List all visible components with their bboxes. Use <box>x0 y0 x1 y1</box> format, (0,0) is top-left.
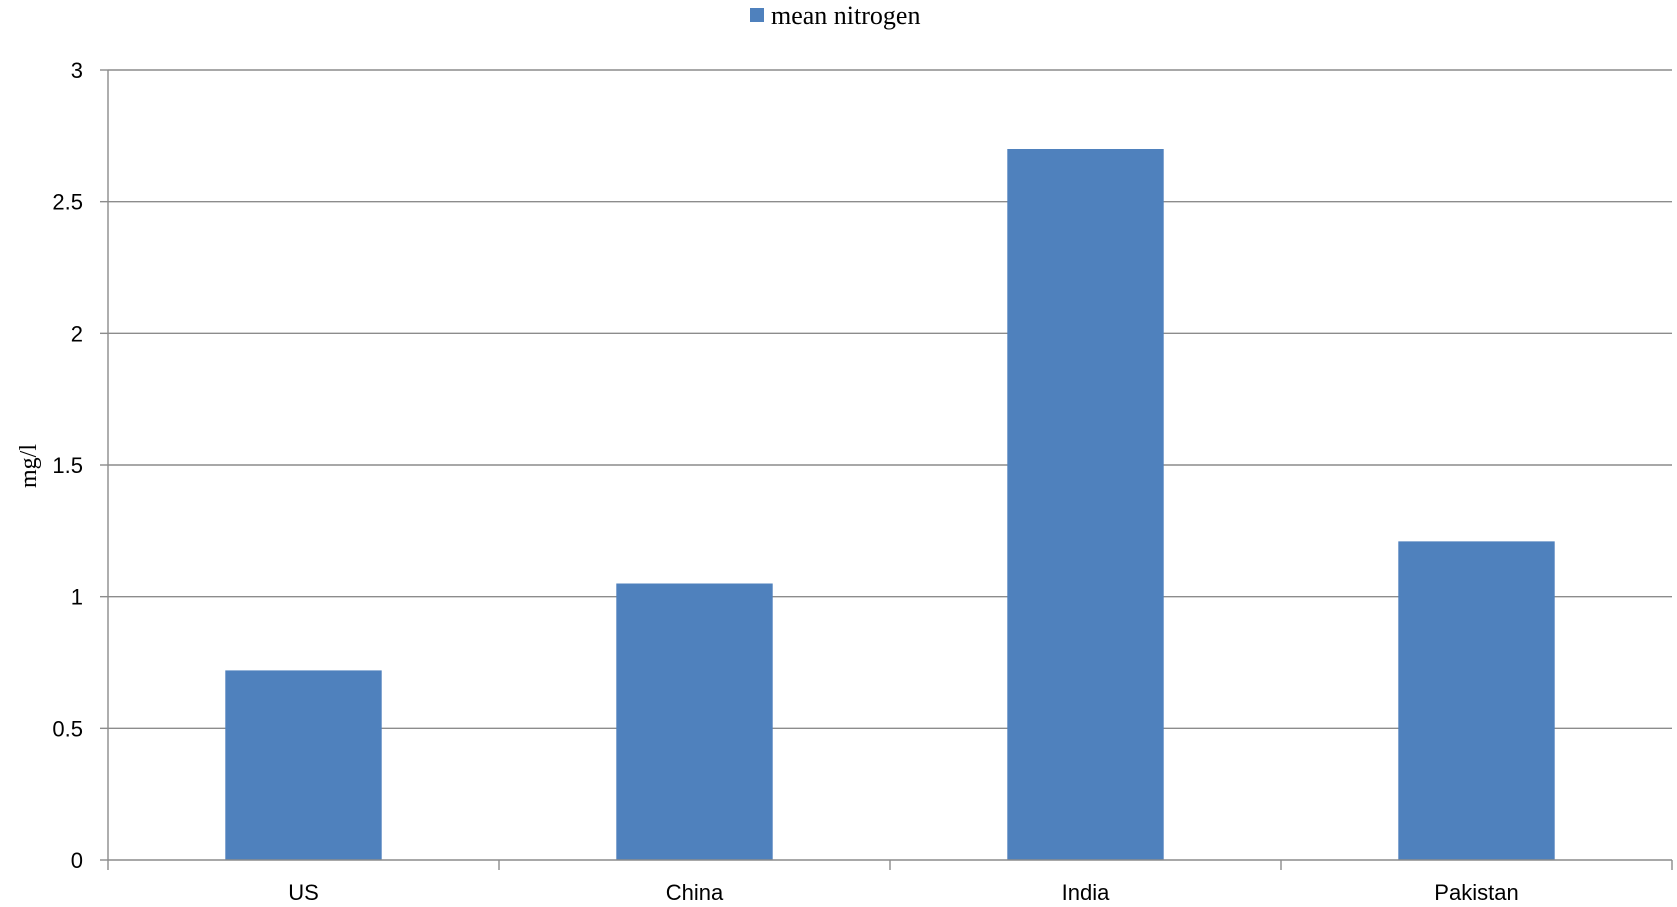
y-tick-label: 2.5 <box>52 190 83 215</box>
legend-swatch-mean-nitrogen <box>750 8 764 22</box>
y-axis-ticks: 0 0.5 1 1.5 2 2.5 3 <box>52 58 108 873</box>
y-tick-label: 2 <box>71 321 83 346</box>
y-axis-title: mg/l <box>16 444 42 488</box>
x-axis-ticks: US China India Pakistan <box>107 860 1673 905</box>
y-tick-label: 0 <box>71 848 83 873</box>
x-tick-label: US <box>288 880 319 905</box>
bar-india <box>1007 149 1164 860</box>
legend-label-mean-nitrogen: mean nitrogen <box>771 1 920 30</box>
bar-us <box>225 670 382 860</box>
x-tick-label: Pakistan <box>1434 880 1518 905</box>
bars <box>225 149 1555 860</box>
x-tick-label: China <box>666 880 724 905</box>
y-tick-label: 3 <box>71 58 83 83</box>
x-tick-label: India <box>1062 880 1110 905</box>
y-tick-label: 0.5 <box>52 716 83 741</box>
bar-pakistan <box>1398 541 1555 860</box>
bar-china <box>616 583 773 860</box>
legend: mean nitrogen <box>750 1 920 30</box>
y-tick-label: 1.5 <box>52 453 83 478</box>
y-tick-label: 1 <box>71 585 83 610</box>
